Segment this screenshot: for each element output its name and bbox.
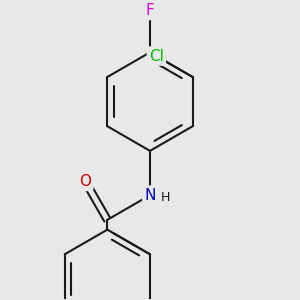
Text: F: F [146,3,154,18]
Text: N: N [144,188,156,203]
Text: H: H [161,191,170,204]
Text: O: O [79,174,91,189]
Text: Cl: Cl [149,49,164,64]
